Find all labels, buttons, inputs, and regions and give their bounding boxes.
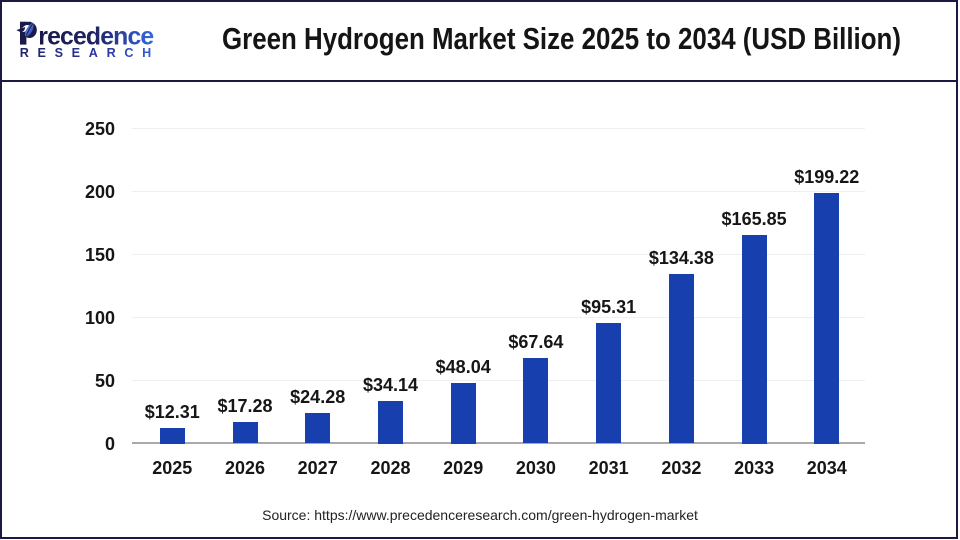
svg-text:RESEARCH: RESEARCH	[20, 46, 160, 60]
svg-text:recedence: recedence	[38, 24, 153, 51]
